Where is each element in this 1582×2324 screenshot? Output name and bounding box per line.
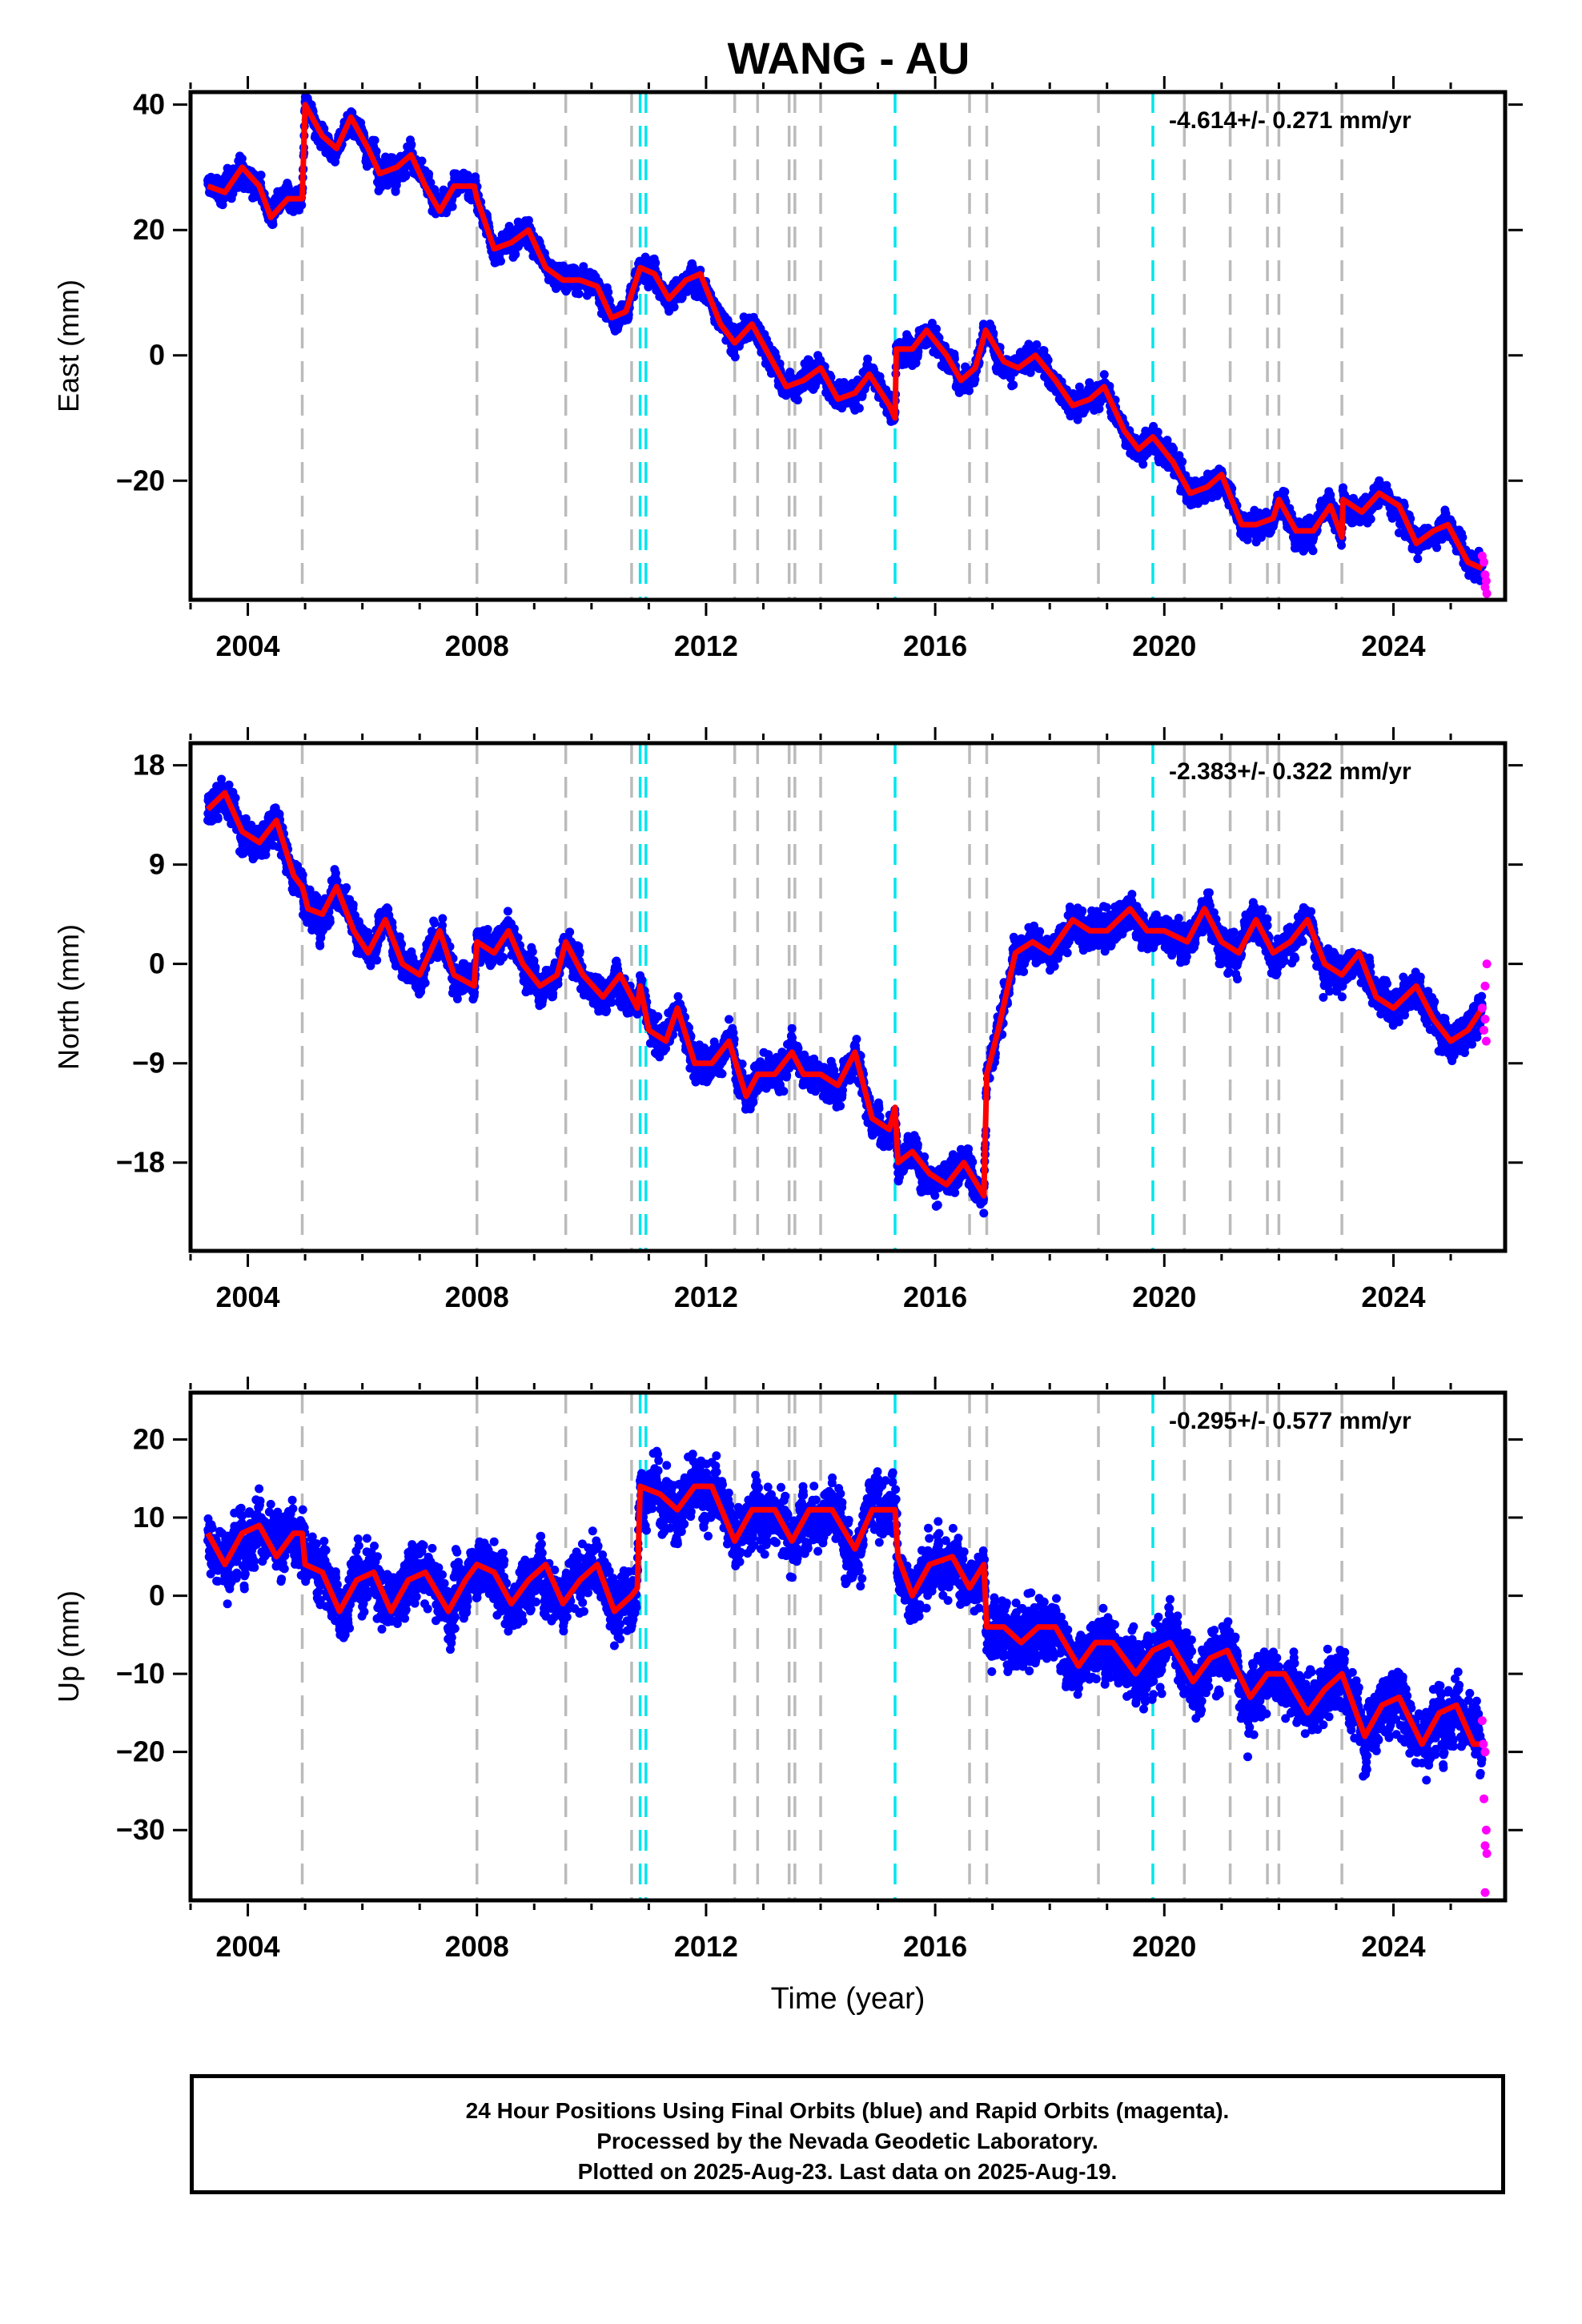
x-tick-label: 2008 [445,1930,509,1963]
y-tick-label: 10 [133,1501,165,1534]
rapid-orbit-point [1479,1739,1488,1749]
y-tick-label: −18 [116,1146,165,1179]
plot-frame [188,1390,1508,1903]
y-tick-label: 40 [133,88,165,121]
rapid-orbit-point [1481,1825,1491,1835]
plot-area [203,743,1492,1251]
footer-box: 24 Hour Positions Using Final Orbits (bl… [190,2074,1505,2194]
rapid-orbit-point [1477,1716,1487,1726]
y-tick-label: 0 [149,947,165,980]
velocity-rate-label: -4.614+/- 0.271 mm/yr [1169,107,1411,134]
x-axis-label: Time (year) [771,1982,926,2016]
rapid-orbit-point [1482,589,1492,598]
y-tick-label: 20 [133,213,165,246]
velocity-rate-label: -2.383+/- 0.322 mm/yr [1169,758,1411,785]
model-fit-line [205,1483,1483,1747]
rapid-orbit-point [1480,1888,1490,1897]
y-tick-label: 9 [149,848,165,881]
rapid-orbit-point [1480,1841,1490,1851]
y-tick-label: 20 [133,1423,165,1456]
x-tick-label: 2008 [445,1281,509,1313]
x-tick-label: 2024 [1361,1281,1425,1313]
footer-line-1: 24 Hour Positions Using Final Orbits (bl… [465,2098,1230,2123]
panel-east: 2004 2008 2012 2016 2020 2024 40 20 0 −20 East (mm… [52,76,1523,662]
final-orbit-points [203,92,1487,585]
panel-north: 2004 2008 2012 2016 2020 2024 18 9 0 −9 −18 North (… [52,727,1523,1313]
x-tick-label: 2004 [215,1930,279,1963]
x-tick-label: 2004 [215,629,279,662]
rapid-orbit-point [1480,1747,1490,1757]
plot-area [203,92,1492,600]
x-tick-label: 2024 [1361,629,1425,662]
rapid-orbit-point [1477,1003,1487,1013]
final-orbit-point-cloud [203,1446,1487,1785]
x-tick-label: 2012 [674,1281,738,1313]
footer-line-3: Plotted on 2025-Aug-23. Last data on 202… [577,2159,1118,2184]
x-tick-label: 2008 [445,629,509,662]
y-axis-label: East (mm) [52,279,85,412]
x-tick-label: 2024 [1361,1930,1425,1963]
rapid-orbit-point [1480,981,1490,991]
final-orbit-points [203,1446,1487,1785]
rapid-orbit-point [1482,959,1492,969]
final-orbit-points [203,774,1487,1218]
rapid-orbit-point [1480,1025,1489,1035]
x-tick-label: 2020 [1132,1281,1196,1313]
final-orbit-point-cloud [203,92,1487,585]
rapid-orbit-point [1480,557,1489,567]
footer-line-2: Processed by the Nevada Geodetic Laborat… [596,2129,1098,2153]
plot-frame [188,741,1508,1253]
x-tick-label: 2016 [903,1281,967,1313]
model-fit-line [206,790,1485,1199]
time-series-plot: 2004 2008 2012 2016 2020 2024 40 20 0 −20 East (mm… [52,76,1523,2016]
y-tick-label: 18 [133,749,165,782]
y-tick-label: 0 [149,1579,165,1612]
panel-up: 2004 2008 2012 2016 2020 2024 20 10 0 −10 −20 −30 Up… [52,1377,1523,2016]
chart-title: WANG - AU [727,33,970,83]
x-tick-label: 2016 [903,1930,967,1963]
y-tick-label: −9 [132,1047,165,1080]
y-tick-label: −10 [116,1657,165,1690]
y-tick-label: −30 [116,1813,165,1846]
x-tick-label: 2012 [674,629,738,662]
x-tick-label: 2016 [903,629,967,662]
model-fit-line [207,102,1484,572]
rapid-orbit-point [1480,1015,1490,1024]
y-axis-label: Up (mm) [52,1590,85,1703]
y-tick-label: −20 [116,464,165,497]
plot-area [203,1393,1492,1900]
plot-frame [188,90,1508,602]
y-axis-label: North (mm) [52,924,85,1070]
rapid-orbit-point [1482,1848,1492,1858]
x-tick-label: 2004 [215,1281,279,1313]
y-tick-label: 0 [149,339,165,372]
y-tick-label: −20 [116,1735,165,1768]
final-orbit-point-cloud [203,774,1487,1218]
x-tick-label: 2012 [674,1930,738,1963]
x-tick-label: 2020 [1132,629,1196,662]
rapid-orbit-point [1481,1036,1491,1046]
velocity-rate-label: -0.295+/- 0.577 mm/yr [1169,1408,1411,1434]
x-tick-label: 2020 [1132,1930,1196,1963]
rapid-orbit-point [1480,1794,1489,1803]
